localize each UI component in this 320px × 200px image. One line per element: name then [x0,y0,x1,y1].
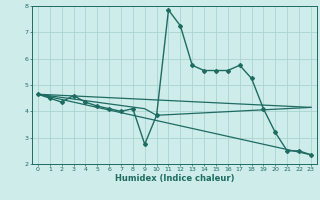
X-axis label: Humidex (Indice chaleur): Humidex (Indice chaleur) [115,174,234,183]
